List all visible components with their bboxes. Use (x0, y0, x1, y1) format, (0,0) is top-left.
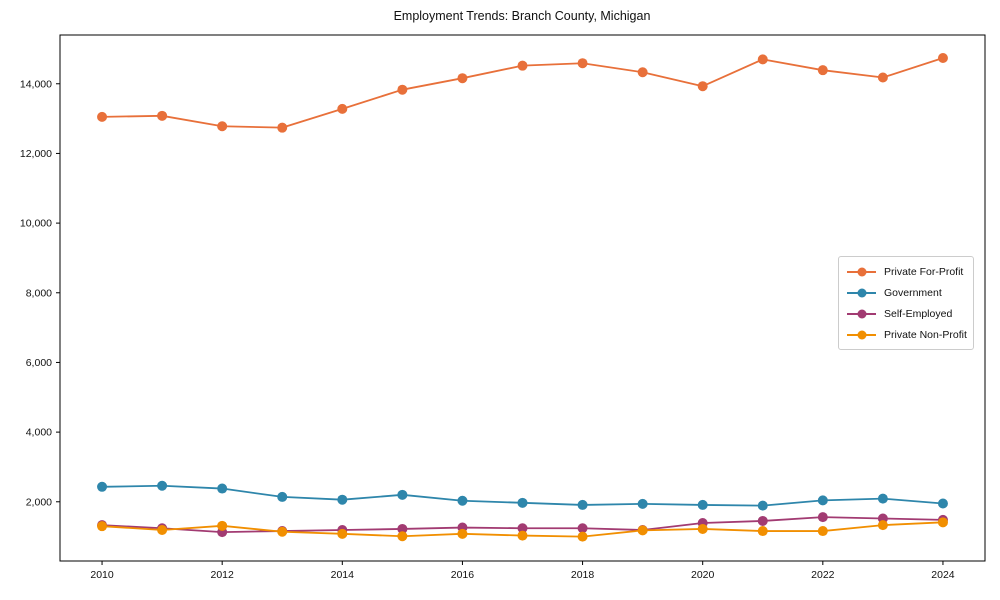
data-point-government-2021 (757, 500, 768, 511)
data-point-private-non-profit-2023 (877, 520, 888, 531)
y-tick-label: 2,000 (26, 496, 52, 508)
y-tick-label: 4,000 (26, 427, 52, 439)
y-tick-label: 8,000 (26, 287, 52, 299)
data-point-private-non-profit-2017 (517, 530, 528, 541)
y-tick-label: 14,000 (20, 78, 52, 90)
legend-label: Self-Employed (884, 307, 953, 320)
x-tick-label: 2020 (691, 569, 715, 581)
data-point-private-for-profit-2024 (937, 52, 948, 63)
line-marker-icon (847, 330, 876, 340)
data-point-government-2016 (457, 495, 468, 506)
data-point-private-for-profit-2022 (817, 65, 828, 76)
data-point-government-2022 (817, 495, 828, 506)
legend-label: Government (884, 286, 942, 299)
y-tick-label: 6,000 (26, 357, 52, 369)
x-tick-label: 2012 (210, 569, 234, 581)
data-point-government-2018 (577, 499, 588, 510)
data-point-private-non-profit-2019 (637, 525, 648, 536)
data-point-private-for-profit-2016 (457, 73, 468, 84)
data-point-private-non-profit-2015 (397, 531, 408, 542)
data-point-private-non-profit-2022 (817, 526, 828, 537)
data-point-private-for-profit-2014 (337, 103, 348, 114)
data-point-government-2013 (277, 491, 288, 502)
data-point-private-for-profit-2023 (877, 72, 888, 83)
x-tick-label: 2016 (451, 569, 475, 581)
data-point-private-for-profit-2011 (157, 110, 168, 121)
y-tick-label: 12,000 (20, 148, 52, 160)
legend: Private For-Profit Government Self-Emplo… (838, 256, 974, 350)
data-point-private-non-profit-2012 (217, 520, 228, 531)
legend-item-private-for-profit: Private For-Profit (847, 263, 965, 280)
line-marker-icon (847, 288, 876, 298)
data-point-private-non-profit-2014 (337, 528, 348, 539)
legend-label: Private Non-Profit (884, 328, 967, 341)
data-point-government-2023 (877, 493, 888, 504)
data-point-government-2024 (937, 498, 948, 509)
data-point-private-for-profit-2013 (277, 122, 288, 133)
legend-item-self-employed: Self-Employed (847, 305, 965, 322)
data-point-private-non-profit-2024 (937, 517, 948, 528)
data-point-private-for-profit-2021 (757, 54, 768, 65)
x-tick-label: 2022 (811, 569, 835, 581)
data-point-government-2015 (397, 489, 408, 500)
data-point-private-for-profit-2018 (577, 58, 588, 69)
data-point-self-employed-2015 (397, 523, 408, 534)
y-tick-label: 10,000 (20, 218, 52, 230)
data-point-government-2010 (97, 481, 108, 492)
x-tick-label: 2014 (331, 569, 355, 581)
line-marker-icon (847, 267, 876, 277)
data-point-self-employed-2018 (577, 523, 588, 534)
data-point-private-non-profit-2013 (277, 526, 288, 537)
data-point-private-for-profit-2020 (697, 81, 708, 92)
x-tick-label: 2024 (931, 569, 955, 581)
legend-item-private-non-profit: Private Non-Profit (847, 326, 967, 343)
data-point-private-non-profit-2011 (157, 524, 168, 535)
data-point-private-non-profit-2021 (757, 526, 768, 537)
data-point-self-employed-2017 (517, 523, 528, 534)
data-point-private-non-profit-2020 (697, 523, 708, 534)
data-point-government-2019 (637, 498, 648, 509)
data-point-private-for-profit-2015 (397, 84, 408, 95)
data-point-self-employed-2022 (817, 512, 828, 523)
data-point-private-non-profit-2016 (457, 528, 468, 539)
axes-frame (59, 34, 986, 562)
data-point-self-employed-2021 (757, 515, 768, 526)
data-point-government-2012 (217, 483, 228, 494)
line-marker-icon (847, 309, 876, 319)
data-point-private-for-profit-2017 (517, 60, 528, 71)
data-point-private-for-profit-2019 (637, 67, 648, 78)
data-point-private-non-profit-2018 (577, 531, 588, 542)
data-point-government-2011 (157, 480, 168, 491)
data-point-private-for-profit-2010 (97, 111, 108, 122)
legend-item-government: Government (847, 284, 965, 301)
data-point-government-2020 (697, 499, 708, 510)
legend-label: Private For-Profit (884, 265, 964, 278)
x-tick-label: 2010 (90, 569, 114, 581)
data-point-private-for-profit-2012 (217, 121, 228, 132)
data-point-private-non-profit-2010 (97, 521, 108, 532)
x-tick-label: 2018 (571, 569, 595, 581)
chart-title: Employment Trends: Branch County, Michig… (393, 9, 651, 23)
data-point-government-2014 (337, 494, 348, 505)
data-point-government-2017 (517, 497, 528, 508)
